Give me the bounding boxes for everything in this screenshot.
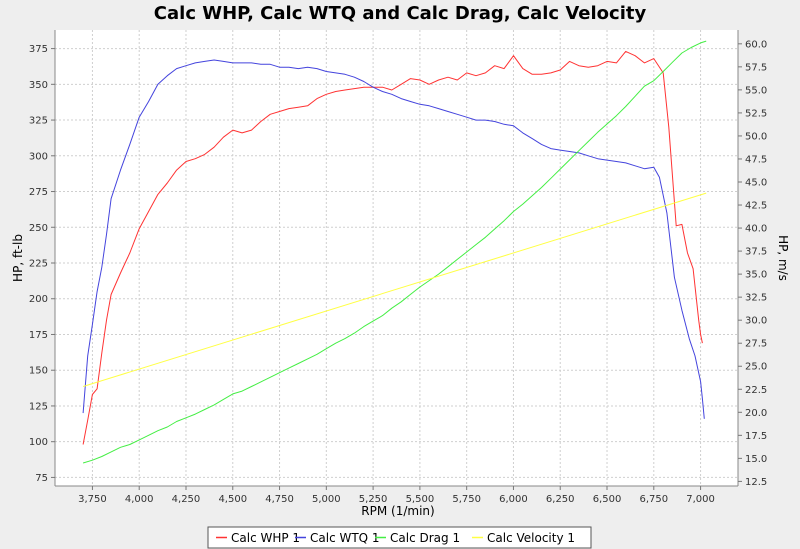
x-tick-label: 5,750	[452, 494, 481, 505]
y2-tick-label: 50.0	[745, 131, 767, 142]
x-tick-label: 5,250	[359, 494, 388, 505]
y2-tick-label: 15.0	[745, 454, 767, 465]
y2-tick-label: 25.0	[745, 362, 767, 373]
axes-layer	[54, 30, 739, 487]
y-tick-label: 100	[29, 437, 48, 448]
series-line-calc-velocity-1	[82, 192, 707, 387]
y2-tick-label: 22.5	[745, 385, 767, 396]
y2-tick-label: 52.5	[745, 108, 767, 119]
series-line-calc-wtq-1	[82, 59, 705, 419]
y2-tick-label: 40.0	[745, 224, 767, 235]
x-axis-label: RPM (1/min)	[361, 504, 434, 518]
x-tick-label: 4,500	[218, 494, 247, 505]
y2-tick-label: 45.0	[745, 178, 767, 189]
y-tick-label: 150	[29, 366, 48, 377]
y2-tick-label: 42.5	[745, 201, 767, 212]
y2-tick-label: 35.0	[745, 270, 767, 281]
y2-tick-label: 30.0	[745, 316, 767, 327]
series-layer	[82, 40, 707, 464]
y-tick-label: 325	[29, 116, 48, 127]
y-tick-label: 275	[29, 187, 48, 198]
y-tick-label: 375	[29, 44, 48, 55]
legend-label-calc-velocity-1: Calc Velocity 1	[487, 531, 575, 545]
x-tick-label: 3,750	[78, 494, 107, 505]
y-tick-label: 250	[29, 223, 48, 234]
legend: Calc WHP 1 Calc WTQ 1 Calc Drag 1 Calc Velo…	[207, 526, 592, 549]
legend-label-calc-drag-1: Calc Drag 1	[390, 531, 460, 545]
y-tick-label: 350	[29, 80, 48, 91]
y2-tick-label: 27.5	[745, 339, 767, 350]
x-tick-label: 4,250	[172, 494, 201, 505]
x-tick-label: 6,250	[546, 494, 575, 505]
y2-tick-label: 17.5	[745, 431, 767, 442]
y-tick-label: 200	[29, 294, 48, 305]
y2-axis-label: HP, m/s	[776, 235, 790, 281]
y2-tick-label: 20.0	[745, 408, 767, 419]
y-axis-label: HP, ft-lb	[11, 234, 25, 282]
x-tick-label: 6,500	[593, 494, 622, 505]
series-line-calc-drag-1	[82, 40, 707, 464]
y2-tick-label: 57.5	[745, 62, 767, 73]
x-tick-label: 4,000	[125, 494, 154, 505]
ticks-layer: 3,750 4,000 4,250 4,500 4,750 5,000 5,250 5,500…	[29, 39, 767, 505]
y2-tick-label: 60.0	[745, 39, 767, 50]
x-tick-label: 7,000	[686, 494, 715, 505]
y2-tick-label: 37.5	[745, 247, 767, 258]
x-tick-label: 5,000	[312, 494, 341, 505]
legend-label-calc-wtq-1: Calc WTQ 1	[310, 531, 380, 545]
x-tick-label: 5,500	[406, 494, 435, 505]
chart-title: Calc WHP, Calc WTQ and Calc Drag, Calc V…	[154, 3, 647, 24]
x-tick-label: 6,000	[499, 494, 528, 505]
y-tick-label: 75	[35, 473, 48, 484]
y-tick-label: 175	[29, 330, 48, 341]
y-tick-label: 300	[29, 151, 48, 162]
legend-box	[207, 526, 592, 549]
y-tick-label: 225	[29, 259, 48, 270]
y-tick-label: 125	[29, 401, 48, 412]
series-line-calc-whp-1	[82, 50, 703, 445]
y2-tick-label: 47.5	[745, 154, 767, 165]
x-tick-label: 6,750	[639, 494, 668, 505]
legend-label-calc-whp-1: Calc WHP 1	[231, 531, 300, 545]
y2-tick-label: 55.0	[745, 85, 767, 96]
x-tick-label: 4,750	[265, 494, 294, 505]
plot-area	[55, 30, 738, 486]
y2-tick-label: 12.5	[745, 477, 767, 488]
grid-layer	[55, 30, 738, 486]
y2-tick-label: 32.5	[745, 293, 767, 304]
